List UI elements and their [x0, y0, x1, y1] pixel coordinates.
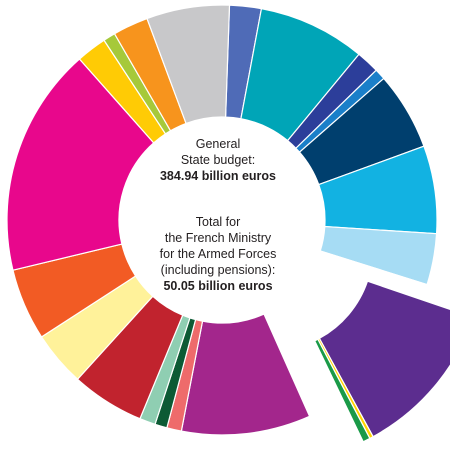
donut-slice-11: [313, 338, 371, 443]
ministry-label-line3: for the Armed Forces: [159, 247, 277, 261]
donut-slice-24: [146, 4, 231, 125]
ministry-value: 50.05 billion euros: [163, 279, 273, 293]
budget-annotation: General State budget: 384.94 billion eur…: [118, 136, 318, 184]
donut-slices: [6, 4, 450, 443]
ministry-annotation: Total for the French Ministry for the Ar…: [118, 214, 318, 294]
ministry-label-line2: the French Ministry: [164, 231, 272, 245]
ministry-label-line1: Total for: [195, 215, 241, 229]
budget-label-line1: General: [195, 137, 241, 151]
budget-label-line2: State budget:: [180, 153, 256, 167]
donut-slice-7: [319, 225, 438, 286]
ministry-label-line4: (including pensions):: [160, 263, 276, 277]
budget-value: 384.94 billion euros: [159, 169, 276, 183]
donut-slice-9: [318, 280, 450, 438]
donut-slice-8: [318, 250, 428, 291]
donut-slice-20: [6, 58, 155, 271]
